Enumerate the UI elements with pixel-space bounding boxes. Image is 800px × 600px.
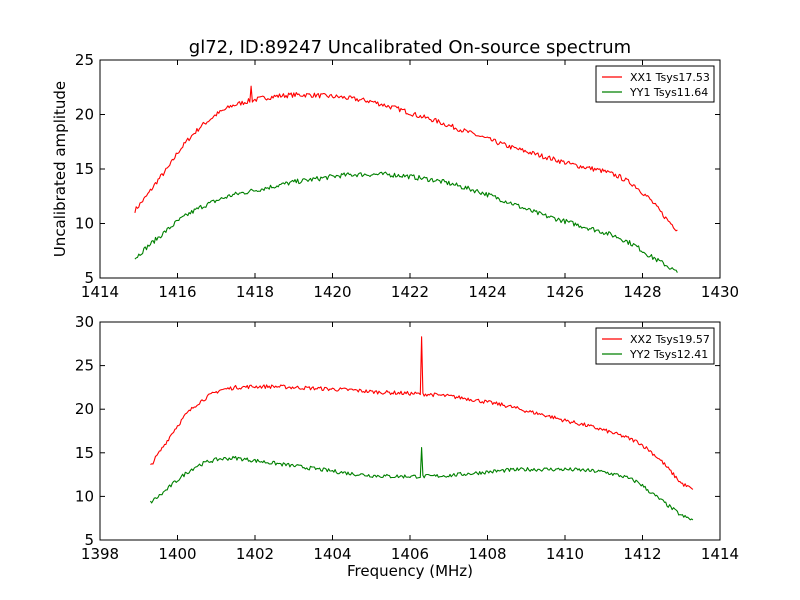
y-tick-label: 10: [75, 487, 94, 505]
x-tick-label: 1422: [391, 283, 429, 301]
x-tick-label: 1428: [623, 283, 661, 301]
top-panel-axis-ticks: 1414 1416 1418 1420 1422 1424 1426 1428 1430 5 10 1…: [75, 51, 739, 301]
y-tick-label: 15: [75, 444, 94, 462]
top-panel-y-axis-label: Uncalibrated amplitude: [51, 81, 69, 257]
x-tick-label: 1408: [468, 545, 506, 563]
bottom-panel: 1398 1400 1402 1404 1406 1408 1410 1412 1414 5 10 1…: [75, 313, 739, 580]
top-panel-legend: XX1 Tsys17.53 YY1 Tsys11.64: [595, 65, 715, 103]
series-line-xx1: [134, 85, 678, 232]
x-tick-label: 1412: [623, 545, 661, 563]
legend-label: YY1 Tsys11.64: [629, 86, 708, 99]
x-tick-label: 1398: [81, 545, 119, 563]
y-tick-label: 15: [75, 160, 94, 178]
x-tick-label: 1406: [391, 545, 429, 563]
x-tick-label: 1400: [158, 545, 196, 563]
x-tick-label: 1426: [546, 283, 584, 301]
series-line-xx2: [150, 336, 694, 490]
top-panel-curves: [134, 85, 678, 273]
legend-box: [595, 65, 715, 103]
legend-label: YY2 Tsys12.41: [629, 348, 708, 361]
x-tick-label: 1414: [81, 283, 119, 301]
top-panel: 1414 1416 1418 1420 1422 1424 1426 1428 1430 5 10 1…: [51, 51, 739, 301]
chart-title: gl72, ID:89247 Uncalibrated On-source sp…: [189, 37, 631, 58]
x-tick-label: 1418: [236, 283, 274, 301]
x-tick-label: 1414: [701, 545, 739, 563]
x-tick-label: 1402: [236, 545, 274, 563]
y-tick-label: 5: [84, 531, 94, 549]
x-tick-label: 1420: [313, 283, 351, 301]
x-tick-label: 1424: [468, 283, 506, 301]
series-line-yy1: [134, 171, 678, 273]
x-axis-label: Frequency (MHz): [347, 562, 473, 580]
y-tick-label: 25: [75, 51, 94, 69]
x-tick-label: 1430: [701, 283, 739, 301]
legend-label: XX1 Tsys17.53: [630, 71, 710, 84]
x-tick-label: 1404: [313, 545, 351, 563]
y-tick-label: 20: [75, 400, 94, 418]
x-tick-label: 1416: [158, 283, 196, 301]
legend-label: XX2 Tsys19.57: [630, 333, 710, 346]
y-tick-label: 5: [84, 269, 94, 287]
y-tick-label: 20: [75, 106, 94, 124]
bottom-panel-legend: XX2 Tsys19.57 YY2 Tsys12.41: [595, 327, 715, 365]
y-tick-label: 25: [75, 357, 94, 375]
y-tick-label: 10: [75, 215, 94, 233]
legend-box: [595, 327, 715, 365]
x-tick-label: 1410: [546, 545, 584, 563]
bottom-panel-curves: [149, 336, 694, 521]
bottom-panel-axis-ticks: 1398 1400 1402 1404 1406 1408 1410 1412 1414 5 10 1…: [75, 313, 739, 563]
series-line-yy2: [149, 447, 694, 521]
y-tick-label: 30: [75, 313, 94, 331]
